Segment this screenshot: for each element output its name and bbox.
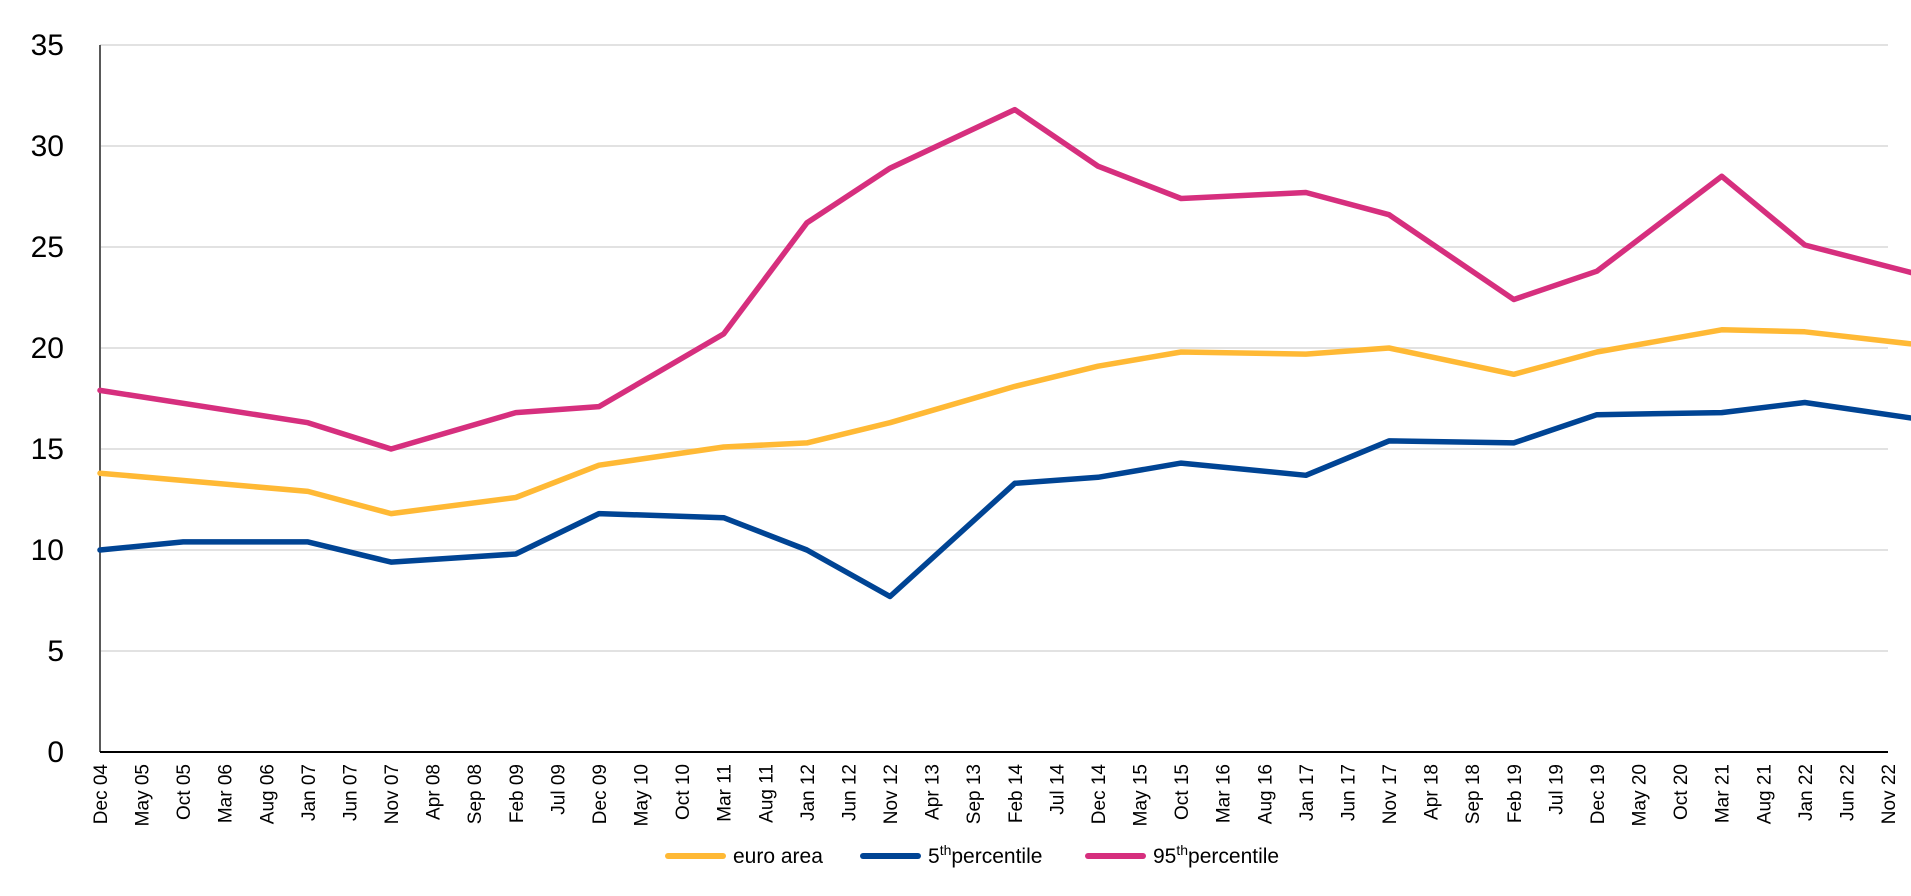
x-tick-label: Dec 04: [91, 764, 112, 825]
x-tick-label: Dec 09: [590, 764, 611, 824]
x-tick-label: Jul 09: [548, 764, 569, 815]
y-tick-label: 25: [31, 231, 64, 264]
series-line-2: [97, 106, 1911, 452]
axes: [99, 45, 1888, 753]
y-tick-label: 10: [31, 534, 64, 567]
x-tick-label: Jun 07: [340, 764, 361, 821]
legend-label-superscript: th: [940, 842, 952, 858]
x-tick-label: May 05: [133, 764, 154, 826]
legend-label: euro area: [733, 845, 823, 868]
x-tick-label: Jan 17: [1297, 764, 1318, 821]
x-tick-label: Apr 08: [424, 764, 445, 820]
x-tick-label: Mar 11: [715, 764, 736, 822]
x-tick-label: Jun 17: [1338, 764, 1359, 821]
y-tick-label: 35: [31, 29, 64, 62]
legend-label: 5thpercentile: [928, 842, 1042, 868]
series-line-1: [97, 399, 1911, 600]
x-tick-label: May 10: [632, 764, 653, 826]
x-tick-label: Jan 22: [1796, 764, 1817, 821]
x-tick-label: Oct 10: [673, 764, 694, 820]
x-tick-label: May 20: [1630, 764, 1651, 826]
x-tick-label: Jun 22: [1837, 764, 1858, 821]
x-tick-label: Nov 22: [1879, 764, 1900, 824]
x-tick-label: May 15: [1131, 764, 1152, 826]
y-tick-label: 30: [31, 130, 64, 163]
legend-label-base: 95: [1153, 845, 1176, 868]
x-tick-label: Jul 19: [1546, 764, 1567, 815]
x-tick-label: Oct 15: [1172, 764, 1193, 820]
legend-label-rest: percentile: [1188, 845, 1279, 868]
x-tick-label: Apr 18: [1422, 764, 1443, 820]
x-tick-label: Apr 13: [923, 764, 944, 820]
x-tick-label: Mar 16: [1214, 764, 1235, 823]
series-line-0: [97, 327, 1911, 517]
x-tick-label: Dec 14: [1089, 764, 1110, 825]
x-tick-label: Oct 20: [1671, 764, 1692, 820]
x-tick-label: Sep 18: [1463, 764, 1484, 824]
x-tick-label: Feb 14: [1006, 764, 1027, 824]
x-tick-label: Nov 07: [382, 764, 403, 824]
legend: euro area 5thpercentile 95thpercentile: [665, 842, 1279, 868]
x-tick-label: Feb 09: [507, 764, 528, 823]
x-tick-label: Mar 21: [1713, 764, 1734, 823]
x-tick-label: Aug 21: [1754, 764, 1775, 824]
x-tick-label: Jul 14: [1047, 764, 1068, 815]
legend-label-rest: percentile: [951, 845, 1042, 868]
x-tick-label: Sep 13: [964, 764, 985, 824]
series-lines: [97, 106, 1911, 600]
legend-label-base: 5: [928, 845, 940, 868]
x-tick-label: Feb 19: [1505, 764, 1526, 823]
y-tick-label: 0: [47, 736, 64, 769]
x-tick-label: Jan 12: [798, 764, 819, 821]
y-tick-label: 5: [47, 635, 64, 668]
legend-label-base: euro area: [733, 845, 823, 868]
x-tick-label: Mar 06: [216, 764, 237, 823]
x-tick-label: Jan 07: [299, 764, 320, 821]
x-tick-label: Jun 12: [839, 764, 860, 821]
y-tick-label: 15: [31, 433, 64, 466]
x-tick-label: Dec 19: [1588, 764, 1609, 824]
x-tick-label: Aug 11: [756, 764, 777, 823]
x-tick-label: Oct 05: [174, 764, 195, 820]
x-tick-label: Aug 06: [257, 764, 278, 824]
y-tick-label: 20: [31, 332, 64, 365]
x-tick-labels: Dec 04 May 05 Oct 05 Mar 06 Aug 06 Jan 07 Jun …: [91, 764, 1900, 827]
x-tick-label: Nov 12: [881, 764, 902, 824]
y-tick-labels: 0 5 10 15 20 25 30 35: [31, 29, 64, 769]
x-tick-label: Aug 16: [1255, 764, 1276, 824]
legend-label: 95thpercentile: [1153, 842, 1279, 868]
legend-label-superscript: th: [1176, 842, 1188, 858]
x-tick-label: Nov 17: [1380, 764, 1401, 824]
x-tick-label: Sep 08: [465, 764, 486, 824]
